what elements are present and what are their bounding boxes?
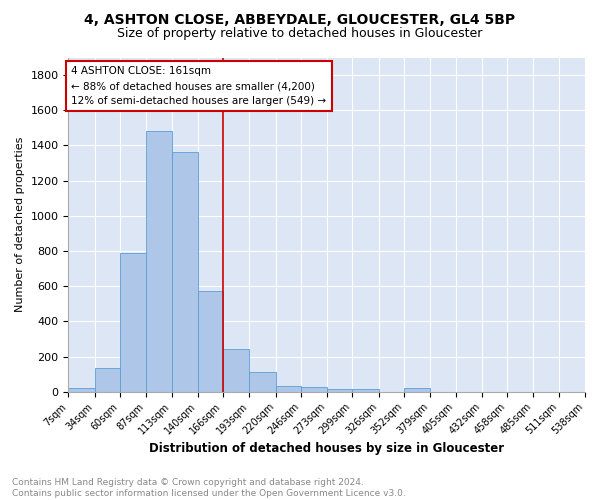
Bar	[250, 372, 275, 392]
Bar	[327, 389, 352, 392]
Text: Contains HM Land Registry data © Crown copyright and database right 2024.
Contai: Contains HM Land Registry data © Crown c…	[12, 478, 406, 498]
Text: 4 ASHTON CLOSE: 161sqm
← 88% of detached houses are smaller (4,200)
12% of semi-: 4 ASHTON CLOSE: 161sqm ← 88% of detached…	[71, 66, 326, 106]
Bar	[198, 290, 223, 392]
Bar	[95, 368, 120, 392]
Bar	[172, 152, 198, 392]
Y-axis label: Number of detached properties: Number of detached properties	[15, 137, 25, 312]
X-axis label: Distribution of detached houses by size in Gloucester: Distribution of detached houses by size …	[149, 442, 504, 455]
Text: Size of property relative to detached houses in Gloucester: Size of property relative to detached ho…	[118, 28, 482, 40]
Text: 4, ASHTON CLOSE, ABBEYDALE, GLOUCESTER, GL4 5BP: 4, ASHTON CLOSE, ABBEYDALE, GLOUCESTER, …	[85, 12, 515, 26]
Bar	[68, 388, 95, 392]
Bar	[352, 389, 379, 392]
Bar	[146, 132, 172, 392]
Bar	[120, 253, 146, 392]
Bar	[223, 348, 250, 392]
Bar	[301, 388, 327, 392]
Bar	[404, 388, 430, 392]
Bar	[275, 386, 301, 392]
